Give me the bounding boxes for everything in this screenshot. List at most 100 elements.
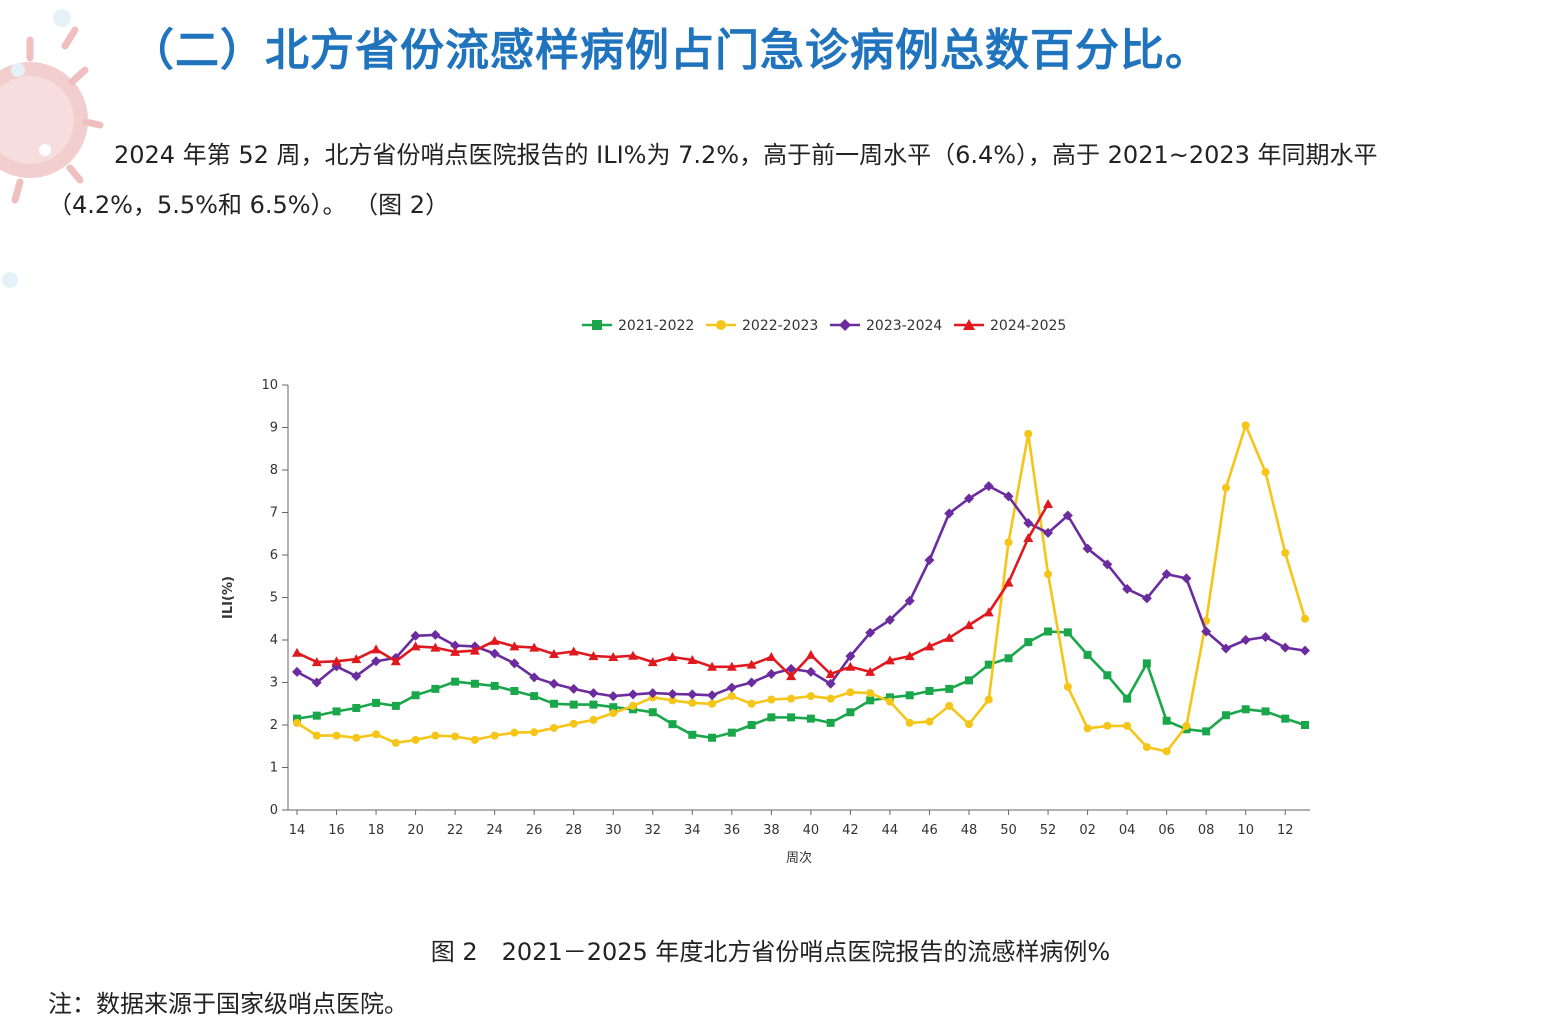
y-tick-label: 8 [270, 463, 278, 478]
data-point-2021-2022 [945, 684, 954, 693]
data-point-2023-2024 [746, 677, 757, 688]
data-point-2021-2022 [372, 698, 381, 707]
data-point-2022-2023 [905, 718, 914, 727]
data-point-2021-2022 [352, 704, 361, 712]
data-point-2022-2023 [1123, 721, 1132, 730]
data-point-2023-2024 [608, 691, 619, 702]
x-tick-label: 46 [921, 823, 938, 838]
data-point-2023-2024 [825, 678, 836, 689]
data-point-2023-2024 [1260, 632, 1271, 643]
data-point-2024-2025 [647, 657, 658, 667]
data-point-2024-2025 [588, 651, 599, 661]
data-point-2022-2023 [945, 701, 954, 710]
data-point-2024-2025 [786, 671, 797, 681]
data-point-2021-2022 [1202, 727, 1211, 736]
data-point-2021-2022 [1083, 650, 1092, 659]
data-point-2024-2025 [608, 652, 619, 661]
data-point-2024-2025 [845, 661, 856, 671]
x-tick-label: 04 [1119, 823, 1136, 838]
data-point-2021-2022 [708, 733, 717, 742]
data-point-2024-2025 [667, 652, 678, 661]
data-point-2021-2022 [1044, 627, 1053, 636]
data-point-2024-2025 [311, 657, 322, 667]
data-point-2021-2022 [727, 728, 736, 737]
data-point-2024-2025 [825, 669, 836, 678]
series-line-2024-2025 [296, 503, 1050, 678]
data-point-2022-2023 [332, 731, 341, 740]
data-point-2022-2023 [1221, 483, 1230, 492]
data-point-2021-2022 [1221, 711, 1230, 720]
y-tick-label: 9 [270, 421, 278, 436]
data-point-2023-2024 [410, 630, 421, 641]
data-point-2023-2024 [1003, 491, 1014, 502]
data-point-2022-2023 [530, 728, 539, 737]
summary-paragraph: 2024 年第 52 周，北方省份哨点医院报告的 ILI%为 7.2%，高于前一… [48, 141, 1378, 219]
data-point-2023-2024 [430, 629, 441, 640]
data-point-2022-2023 [352, 733, 361, 742]
data-point-2021-2022 [648, 708, 657, 717]
data-point-2024-2025 [331, 656, 342, 666]
data-point-2021-2022 [668, 720, 677, 729]
data-point-2022-2023 [846, 688, 855, 697]
data-point-2023-2024 [687, 689, 698, 700]
legend-label-2021-2022: 2021-2022 [618, 318, 694, 334]
data-point-2023-2024 [489, 648, 500, 659]
series-line-2023-2024 [296, 484, 1306, 698]
data-point-2024-2025 [884, 655, 895, 665]
data-point-2022-2023 [747, 699, 756, 708]
data-point-2023-2024 [509, 658, 520, 669]
y-tick-label: 0 [270, 803, 278, 818]
virus-decoration [0, 9, 104, 288]
data-point-2023-2024 [884, 615, 895, 626]
data-point-2024-2025 [944, 632, 955, 642]
data-point-2024-2025 [292, 647, 302, 657]
data-point-2022-2023 [1103, 721, 1112, 730]
data-point-2023-2024 [1201, 626, 1212, 637]
data-point-2024-2025 [904, 651, 915, 661]
y-tick-label: 5 [270, 591, 278, 606]
x-tick-label: 24 [486, 823, 503, 838]
x-tick-label: 16 [328, 823, 345, 838]
data-point-2022-2023 [767, 695, 776, 704]
data-point-2024-2025 [430, 642, 441, 652]
data-point-2023-2024 [548, 678, 559, 689]
x-tick-label: 14 [289, 823, 306, 838]
data-point-2023-2024 [588, 688, 599, 699]
data-point-2021-2022 [787, 713, 796, 722]
data-point-2024-2025 [924, 641, 935, 651]
data-point-2022-2023 [1281, 548, 1290, 557]
data-point-2023-2024 [311, 677, 322, 688]
data-point-2022-2023 [510, 728, 519, 737]
data-point-2021-2022 [1142, 659, 1151, 668]
x-tick-label: 44 [882, 823, 899, 838]
series-line-2022-2023 [296, 424, 1307, 753]
data-point-2021-2022 [905, 691, 914, 700]
data-point-2023-2024 [845, 651, 856, 662]
data-point-2022-2023 [629, 701, 637, 710]
data-point-2023-2024 [1181, 573, 1192, 584]
x-tick-label: 50 [1000, 823, 1017, 838]
data-point-2021-2022 [1261, 707, 1270, 716]
data-point-2022-2023 [1044, 570, 1053, 579]
data-point-2023-2024 [1023, 518, 1034, 529]
x-tick-label: 12 [1277, 823, 1294, 838]
data-point-2021-2022 [293, 714, 301, 723]
data-point-2021-2022 [431, 684, 440, 693]
data-point-2022-2023 [984, 695, 993, 704]
series-line-2021-2022 [296, 630, 1306, 740]
data-point-2022-2023 [391, 738, 400, 747]
data-point-2023-2024 [1102, 559, 1113, 570]
x-axis-title: 周次 [786, 850, 812, 866]
data-point-2023-2024 [1280, 642, 1291, 653]
data-point-2024-2025 [805, 649, 816, 659]
data-point-2021-2022 [589, 700, 598, 709]
legend-marker-2022-2023 [716, 320, 726, 330]
x-tick-label: 42 [842, 823, 859, 838]
data-point-2024-2025 [865, 666, 876, 676]
data-point-2022-2023 [965, 720, 973, 729]
y-tick-label: 1 [270, 761, 278, 776]
data-point-2021-2022 [688, 730, 697, 739]
data-point-2023-2024 [647, 688, 658, 699]
x-tick-label: 48 [961, 823, 978, 838]
